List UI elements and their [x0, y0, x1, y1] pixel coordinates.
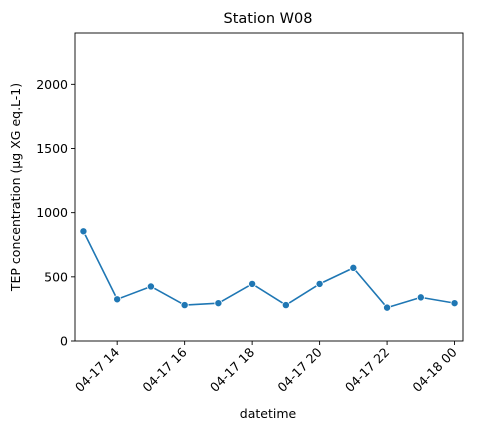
data-point: [281, 301, 290, 310]
y-axis-label: TEP concentration (µg XG eq.L-1): [8, 83, 23, 292]
y-tick-label: 0: [60, 334, 68, 349]
data-point: [146, 282, 155, 291]
x-tick-label: 04-17 16: [139, 344, 189, 394]
x-tick-label: 04-18 00: [409, 344, 459, 394]
y-tick-label: 1000: [36, 205, 68, 220]
x-tick-label: 04-17 14: [72, 344, 122, 394]
data-point: [450, 299, 459, 308]
y-tick-label: 1500: [36, 141, 68, 156]
x-tick-label: 04-17 22: [342, 345, 392, 395]
x-tick-label: 04-17 18: [207, 344, 257, 394]
plot-frame: [74, 32, 464, 342]
data-point: [214, 299, 223, 308]
data-point: [248, 279, 257, 288]
data-point: [79, 227, 88, 236]
plot-area: 0 500 1000 1500 2000 04-17 14 04-17 16 04-17 18…: [36, 32, 464, 395]
y-tick-label: 2000: [36, 77, 68, 92]
x-tick-label: 04-17 20: [274, 344, 324, 394]
data-point: [416, 293, 425, 302]
chart-title: Station W08: [224, 11, 313, 27]
series-line: [82, 230, 455, 309]
data-point: [383, 303, 392, 312]
x-axis-label: datetime: [240, 406, 297, 421]
data-point: [113, 295, 122, 304]
data-point: [349, 263, 358, 272]
y-tick-label: 500: [44, 269, 68, 284]
data-point: [315, 279, 324, 288]
data-point: [180, 301, 189, 310]
